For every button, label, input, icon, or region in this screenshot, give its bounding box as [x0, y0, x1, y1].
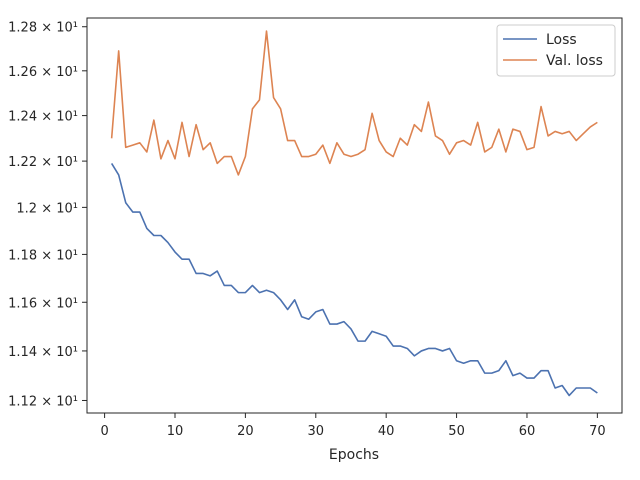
series-line-loss: [110, 162, 598, 397]
y-tick-label: 1.14 × 10¹: [8, 345, 78, 360]
x-tick-label: 10: [167, 424, 184, 439]
legend-label-loss: Loss: [546, 32, 577, 48]
y-tick-label: 1.12 × 10¹: [8, 394, 78, 409]
y-tick-label: 1.22 × 10¹: [8, 155, 78, 170]
legend-box: [496, 24, 616, 77]
series-lines: [110, 30, 598, 397]
y-tick-label: 1.2 × 10¹: [16, 201, 78, 216]
plot-area: [86, 17, 623, 414]
x-tick-label: 20: [237, 424, 254, 439]
legend-label-val-loss: Val. loss: [546, 53, 603, 69]
y-tick-label: 1.28 × 10¹: [8, 21, 78, 36]
legend: Loss Val. loss: [496, 24, 616, 77]
x-tick-label: 60: [519, 424, 536, 439]
x-axis-ticks: 0 10 20 30 40 50 60 70: [100, 413, 606, 439]
series-line-val-loss: [110, 30, 598, 176]
x-axis-label: Epochs: [329, 447, 379, 463]
y-tick-label: 1.24 × 10¹: [8, 110, 78, 125]
x-tick-label: 40: [378, 424, 395, 439]
y-tick-label: 1.16 × 10¹: [8, 296, 78, 311]
y-axis-ticks: 1.12 × 10¹ 1.14 × 10¹ 1.16 × 10¹ 1.18 × 10¹…: [8, 21, 87, 409]
x-tick-label: 0: [100, 424, 108, 439]
y-tick-label: 1.26 × 10¹: [8, 65, 78, 80]
x-tick-label: 70: [589, 424, 606, 439]
x-tick-label: 30: [308, 424, 325, 439]
y-tick-label: 1.18 × 10¹: [8, 248, 78, 263]
x-tick-label: 50: [448, 424, 465, 439]
